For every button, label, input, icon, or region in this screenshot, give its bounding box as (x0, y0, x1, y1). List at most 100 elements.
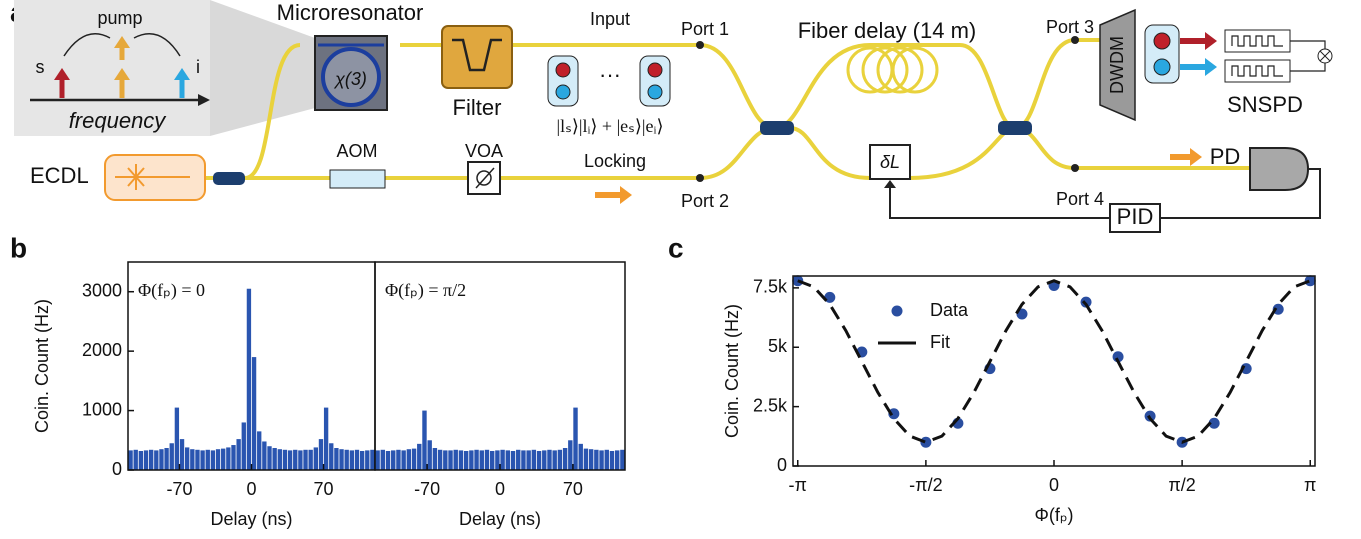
bar (411, 448, 417, 470)
y-tick-label: 2.5k (753, 395, 788, 415)
diagram: pump s i frequency ECDL χ(3) Microresona… (14, 0, 1333, 233)
arrow (1180, 58, 1217, 76)
legend-label: Data (930, 300, 969, 320)
feedback (889, 168, 1321, 219)
bar (179, 439, 185, 470)
annotation: Φ(fₚ) = π/2 (385, 280, 466, 301)
port (1071, 36, 1079, 44)
bar (432, 448, 438, 470)
label: SNSPD (1227, 92, 1303, 117)
bar (542, 450, 547, 470)
bar (143, 450, 149, 470)
bar (443, 450, 448, 470)
legend-swatch (891, 305, 903, 317)
bar (568, 440, 573, 470)
bar (133, 449, 138, 470)
y-tick-label: 1000 (82, 399, 122, 419)
bar (495, 450, 500, 470)
aom (329, 169, 386, 189)
bar (505, 450, 511, 470)
label: VOA (465, 141, 503, 161)
bar (262, 441, 267, 470)
bar (354, 449, 360, 470)
bar (272, 448, 277, 470)
bar (526, 450, 531, 470)
port (696, 174, 704, 182)
y-tick-label: 0 (777, 455, 787, 475)
laser-icon (115, 164, 190, 190)
data-point (1208, 417, 1220, 429)
bar (241, 422, 246, 470)
x-axis-label: Delay (ns) (210, 509, 292, 529)
bar (267, 446, 272, 470)
data-point (1304, 275, 1316, 287)
coupler (213, 172, 245, 185)
label: Filter (453, 95, 502, 120)
bar (417, 443, 422, 470)
xor-icon (1319, 50, 1331, 62)
bar (521, 450, 526, 470)
bar (448, 450, 453, 470)
bar (562, 448, 568, 470)
bar (620, 449, 625, 470)
bar (236, 439, 241, 470)
data-point (1272, 303, 1284, 315)
x-tick-label: -π/2 (909, 475, 942, 495)
bar (427, 440, 432, 470)
label: ECDL (30, 163, 89, 188)
bar (329, 443, 334, 470)
arrow (1180, 32, 1217, 50)
bar (458, 450, 464, 470)
label: Port 1 (681, 19, 729, 39)
bar (282, 449, 288, 470)
bar (308, 449, 313, 470)
y-axis-label: Coin. Count (Hz) (32, 299, 52, 433)
bar (359, 450, 365, 470)
qubit-dot (1153, 58, 1171, 76)
x-tick-label: -70 (414, 479, 440, 499)
bar (190, 449, 195, 470)
coupler (998, 121, 1032, 135)
bar (380, 449, 386, 470)
bar (401, 450, 406, 470)
x-axis-label: Φ(fₚ) (1034, 505, 1073, 525)
label: |lₛ⟩|lᵢ⟩ + |eₛ⟩|eᵢ⟩ (557, 116, 664, 136)
x-tick-label: -π (789, 475, 807, 495)
bar (200, 450, 205, 470)
detector (1224, 59, 1291, 83)
data-point (1080, 296, 1092, 308)
x-tick-label: 70 (314, 479, 334, 499)
bar (489, 450, 495, 470)
label: Input (590, 9, 630, 29)
fiber (205, 38, 1250, 180)
label: δL (880, 152, 900, 172)
arrow (1170, 148, 1202, 166)
arrowhead (884, 180, 896, 188)
x-tick-label: π/2 (1168, 475, 1195, 495)
bar (215, 449, 221, 470)
voa-icon (475, 167, 495, 189)
label: s (36, 57, 45, 77)
bar (221, 448, 226, 470)
bar (474, 449, 479, 470)
bar (609, 450, 615, 470)
bar (531, 449, 537, 470)
bar (573, 407, 578, 470)
qubit (1144, 24, 1180, 84)
x-axis-label: Delay (ns) (459, 509, 541, 529)
bar (287, 450, 293, 470)
bar (313, 447, 318, 470)
bar (334, 448, 339, 470)
legend-label: Fit (930, 332, 950, 352)
wiring (1231, 35, 1326, 77)
inset-box (14, 0, 210, 136)
y-tick-label: 7.5k (753, 277, 788, 297)
bar (205, 449, 210, 470)
bar (365, 450, 370, 470)
x-tick-label: 0 (246, 479, 256, 499)
bar (547, 449, 552, 470)
fit-line (797, 279, 1311, 444)
bar (578, 443, 583, 470)
filter-icon (452, 38, 502, 72)
panel-label: c (668, 232, 684, 263)
